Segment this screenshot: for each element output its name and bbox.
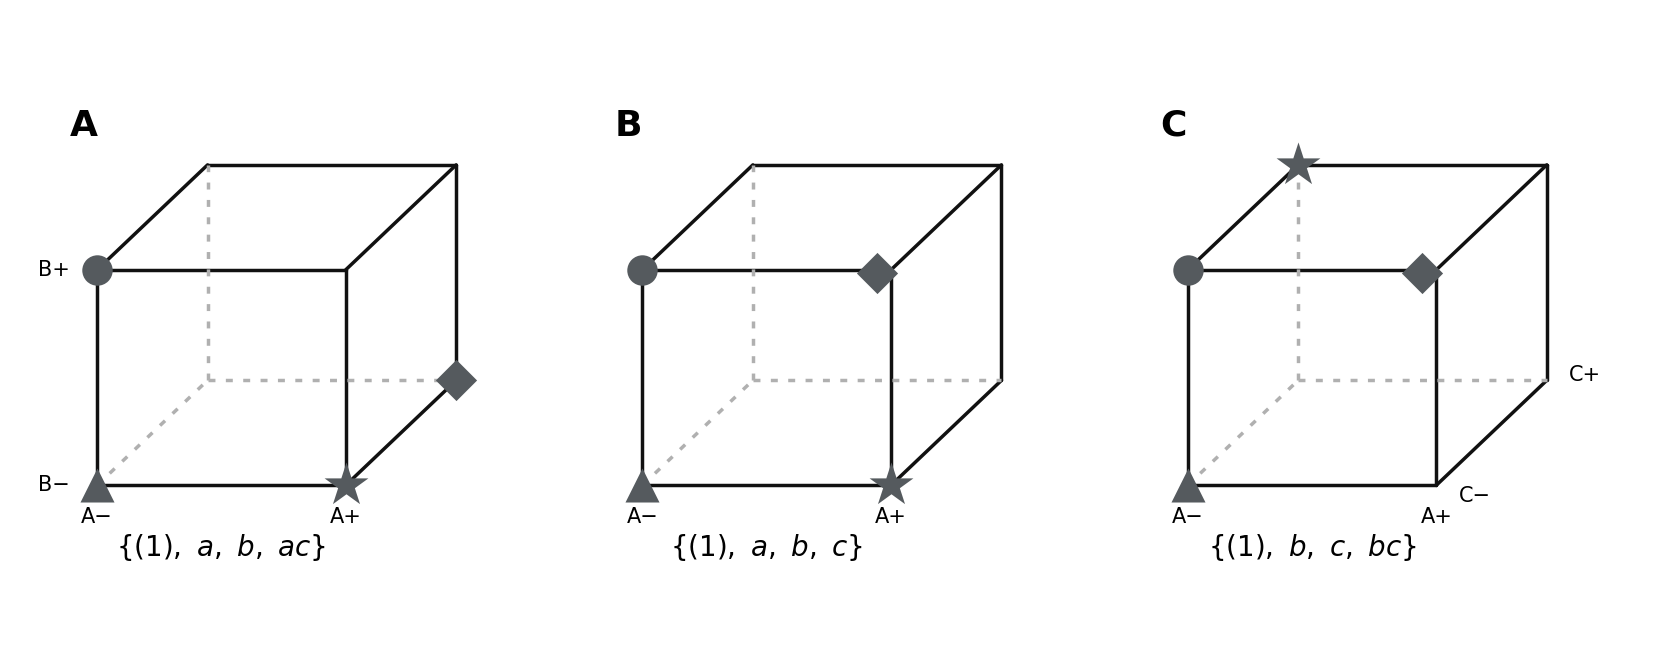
Point xyxy=(1174,480,1201,491)
Point xyxy=(332,480,359,491)
Text: A−: A− xyxy=(627,507,659,527)
Point xyxy=(84,480,111,491)
Text: A−: A− xyxy=(80,507,112,527)
Text: A+: A+ xyxy=(875,507,907,527)
Point xyxy=(443,375,470,386)
Text: C: C xyxy=(1160,109,1186,143)
Text: A+: A+ xyxy=(1420,507,1452,527)
Point xyxy=(629,480,656,491)
Text: $\{(1),\ b,\ c,\ bc\}$: $\{(1),\ b,\ c,\ bc\}$ xyxy=(1207,533,1417,563)
Text: $\{(1),\ a,\ b,\ c\}$: $\{(1),\ a,\ b,\ c\}$ xyxy=(671,533,864,563)
Text: B−: B− xyxy=(37,475,69,495)
Point xyxy=(864,268,890,278)
Text: B: B xyxy=(615,109,642,143)
Point xyxy=(877,480,904,491)
Point xyxy=(1409,268,1436,278)
Text: B+: B+ xyxy=(37,260,69,280)
Text: A−: A− xyxy=(1172,507,1204,527)
Text: C−: C− xyxy=(1459,486,1491,507)
Point xyxy=(629,264,656,275)
Point xyxy=(1285,159,1311,170)
Text: A: A xyxy=(69,109,97,143)
Point xyxy=(1174,264,1201,275)
Text: A+: A+ xyxy=(330,507,362,527)
Point xyxy=(84,264,111,275)
Text: $\{(1),\ a,\ b,\ ac\}$: $\{(1),\ a,\ b,\ ac\}$ xyxy=(116,533,327,563)
Text: C+: C+ xyxy=(1570,365,1602,385)
